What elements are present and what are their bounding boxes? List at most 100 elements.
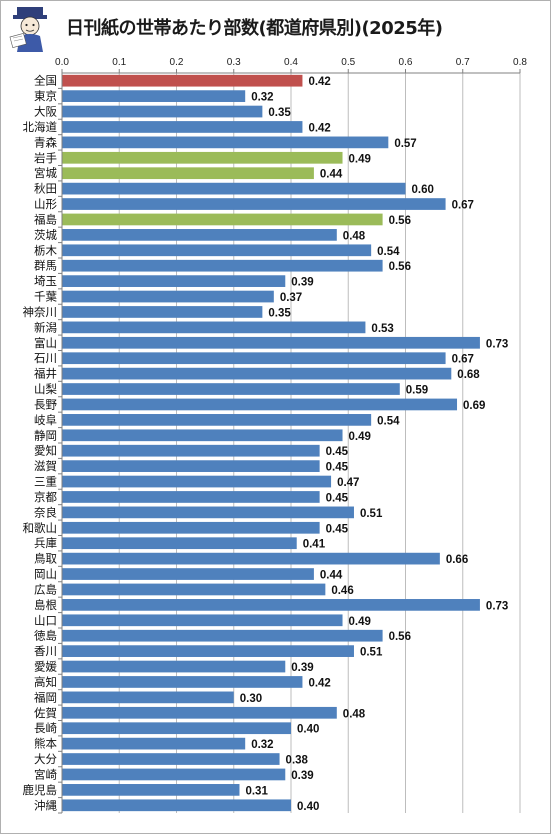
category-label: 長野	[34, 397, 57, 411]
data-label: 0.69	[463, 400, 485, 412]
bar	[62, 429, 343, 442]
data-label: 0.41	[303, 539, 326, 551]
category-label: 秋田	[34, 182, 57, 196]
category-label: 千葉	[34, 290, 57, 304]
data-label: 0.53	[371, 323, 393, 335]
bar	[62, 398, 458, 411]
data-label: 0.39	[291, 662, 313, 674]
bar	[62, 521, 320, 534]
data-label: 0.44	[320, 169, 343, 181]
category-label: 岡山	[34, 567, 57, 581]
bar	[62, 537, 297, 550]
category-label: 山形	[34, 197, 57, 211]
bar	[62, 383, 400, 395]
bar	[62, 229, 337, 241]
chart-title: 日刊紙の世帯あたり部数(都道府県別)(2025年)	[66, 18, 443, 39]
data-label: 0.40	[297, 724, 319, 736]
category-label: 東京	[34, 89, 57, 103]
category-label: 滋賀	[34, 459, 57, 473]
bar	[62, 306, 263, 318]
data-label: 0.42	[308, 677, 330, 689]
category-label: 大阪	[34, 105, 57, 119]
bar	[62, 691, 234, 704]
data-label: 0.40	[297, 801, 319, 813]
bar	[62, 706, 337, 719]
data-label: 0.32	[251, 92, 273, 104]
data-label: 0.46	[331, 585, 353, 597]
data-label: 0.54	[377, 415, 400, 427]
category-label: 宮崎	[34, 767, 57, 781]
bar	[62, 645, 354, 657]
data-label: 0.38	[286, 755, 309, 767]
data-label: 0.47	[337, 477, 359, 489]
bar	[62, 784, 240, 796]
category-label: 熊本	[34, 737, 57, 751]
category-label: 青森	[34, 135, 57, 149]
bar	[62, 244, 372, 257]
data-label: 0.66	[446, 554, 468, 566]
category-label: 岐阜	[34, 413, 57, 427]
data-label: 0.39	[291, 770, 313, 782]
category-label: 香川	[34, 644, 57, 658]
data-label: 0.67	[452, 354, 474, 366]
data-label: 0.45	[326, 523, 349, 535]
category-label: 兵庫	[34, 536, 57, 550]
data-label: 0.51	[360, 508, 383, 520]
bar	[62, 753, 280, 765]
category-label: 和歌山	[23, 521, 58, 535]
category-label: 愛媛	[34, 660, 57, 674]
data-label: 0.49	[349, 153, 371, 165]
bar	[62, 90, 246, 102]
bar	[62, 321, 366, 334]
bar	[62, 583, 326, 596]
data-label: 0.49	[349, 616, 371, 628]
data-label: 0.30	[240, 693, 262, 705]
category-label: 群馬	[34, 259, 57, 273]
category-label: 広島	[34, 582, 57, 596]
bar	[62, 213, 383, 226]
bar	[62, 74, 303, 87]
data-label: 0.56	[389, 261, 411, 273]
data-label: 0.32	[251, 739, 273, 751]
bar	[62, 367, 452, 380]
bar	[62, 629, 383, 642]
category-label: 愛知	[34, 444, 57, 458]
bar	[62, 198, 446, 210]
bar	[62, 259, 383, 272]
category-label: 茨城	[34, 228, 57, 242]
bar	[62, 568, 314, 580]
bar	[62, 614, 343, 627]
category-label: 山梨	[34, 382, 57, 396]
bar	[62, 105, 263, 118]
data-label: 0.35	[268, 307, 291, 319]
data-label: 0.68	[457, 369, 480, 381]
x-tick-label: 0.0	[55, 57, 69, 68]
category-label: 鹿児島	[23, 783, 58, 797]
bar	[62, 151, 343, 164]
category-label: 栃木	[34, 243, 57, 257]
category-label: 富山	[34, 336, 57, 350]
data-label: 0.31	[245, 785, 268, 797]
category-label: 福岡	[34, 690, 57, 704]
bar	[62, 737, 246, 750]
bar	[62, 722, 291, 735]
bar	[62, 768, 286, 781]
bar	[62, 414, 372, 426]
bar	[62, 136, 389, 149]
category-label: 山口	[34, 613, 57, 627]
bar	[62, 660, 286, 673]
category-label: 鳥取	[34, 552, 57, 566]
bar	[62, 290, 274, 303]
category-label: 新潟	[34, 320, 57, 334]
data-label: 0.73	[486, 600, 508, 612]
category-label: 岩手	[34, 151, 57, 165]
bar	[62, 182, 406, 195]
x-tick-label: 0.2	[170, 57, 184, 68]
bar	[62, 352, 446, 365]
bar	[62, 676, 303, 688]
data-label: 0.60	[412, 184, 434, 196]
bar	[62, 460, 320, 472]
category-label: 佐賀	[34, 706, 57, 720]
bar	[62, 599, 480, 611]
